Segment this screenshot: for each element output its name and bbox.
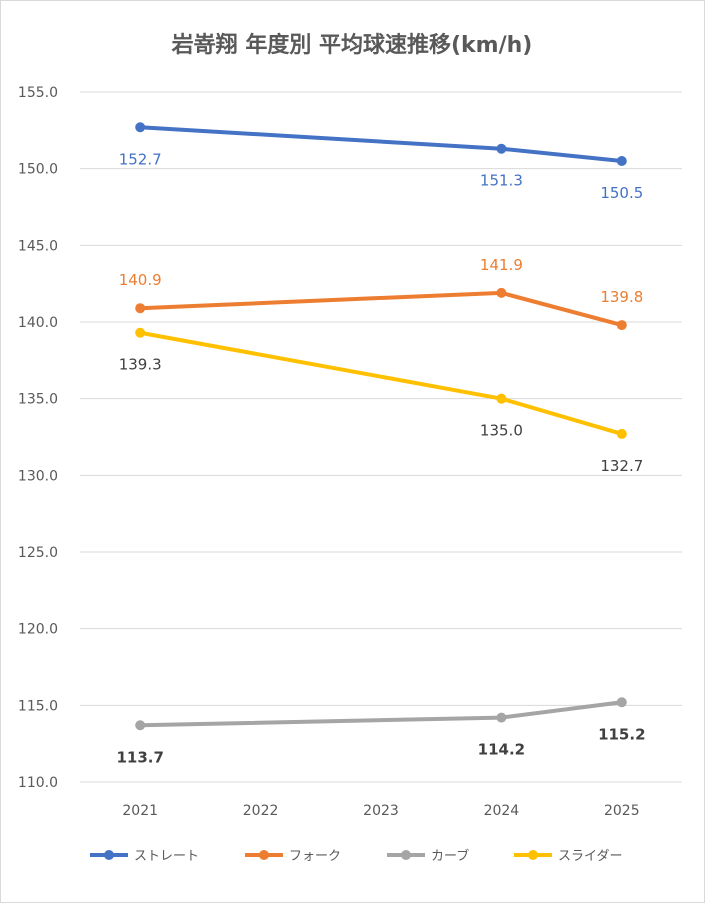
data-point [496,393,507,404]
y-tick-label: 130.0 [18,468,58,484]
legend-marker [259,850,269,860]
series-line [138,290,624,328]
legend-label: スライダー [558,849,622,864]
legend-label: カーブ [431,848,469,864]
data-label: 113.7 [116,748,163,766]
x-tick-label: 2023 [363,803,399,819]
data-point [135,720,146,731]
x-tick-label: 2024 [484,803,520,819]
x-tick-label: 2021 [122,803,158,819]
data-labels: 152.7 151.3 150.5 140.9 141.9 139.8 113.7 114.2… [116,150,645,766]
data-point [616,697,627,708]
data-label: 114.2 [478,741,525,759]
y-tick-label: 155.0 [18,85,58,101]
data-point [135,303,146,314]
y-axis-ticks: 110.0 115.0 120.0 125.0 130.0 135.0 140.0 145.0… [18,85,58,791]
legend-marker [401,850,411,860]
y-tick-label: 115.0 [18,698,58,714]
series-line [138,125,624,163]
data-label: 139.3 [119,356,162,374]
data-label: 135.0 [480,422,523,440]
data-label: 139.8 [600,288,643,306]
y-tick-label: 125.0 [18,545,58,561]
data-label: 132.7 [600,457,643,475]
y-tick-label: 140.0 [18,315,58,331]
y-tick-label: 150.0 [18,162,58,178]
series-lines [135,122,627,731]
data-point [616,156,627,166]
chart-title: 岩嵜翔 年度別 平均球速推移(km/h) [171,32,533,58]
data-label: 141.9 [480,256,523,274]
legend-marker [104,850,114,860]
y-tick-label: 110.0 [18,775,58,791]
data-label: 152.7 [119,150,162,168]
data-point [616,428,627,439]
legend: ストレート フォーク カーブ スライダー [90,848,622,864]
legend-label: フォーク [289,849,341,864]
gridlines [80,91,682,783]
data-point [496,712,507,723]
data-label: 140.9 [119,271,162,289]
legend-marker [528,850,538,860]
y-tick-label: 120.0 [18,622,58,638]
data-label: 115.2 [598,725,645,743]
data-point [135,327,146,338]
data-label: 151.3 [480,172,523,190]
y-tick-label: 145.0 [18,238,58,254]
x-tick-label: 2025 [604,803,640,819]
series-line [138,330,624,436]
data-label: 150.5 [600,184,643,202]
x-tick-label: 2022 [243,803,279,819]
y-tick-label: 135.0 [18,392,58,408]
data-point [496,287,507,298]
data-point [135,122,146,133]
data-point [496,143,507,154]
x-axis-ticks: 2021 2022 2023 2024 2025 [122,803,639,819]
legend-label: ストレート [134,849,199,864]
data-point [616,320,627,331]
